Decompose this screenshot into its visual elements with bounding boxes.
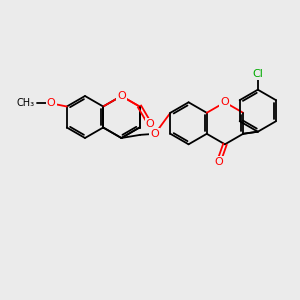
Text: Cl: Cl <box>252 69 263 79</box>
Text: O: O <box>47 98 56 108</box>
Text: O: O <box>214 157 223 167</box>
Text: O: O <box>220 97 229 107</box>
Text: O: O <box>151 129 159 139</box>
Text: CH₃: CH₃ <box>16 98 34 108</box>
Text: O: O <box>146 119 154 129</box>
Text: O: O <box>117 91 126 101</box>
